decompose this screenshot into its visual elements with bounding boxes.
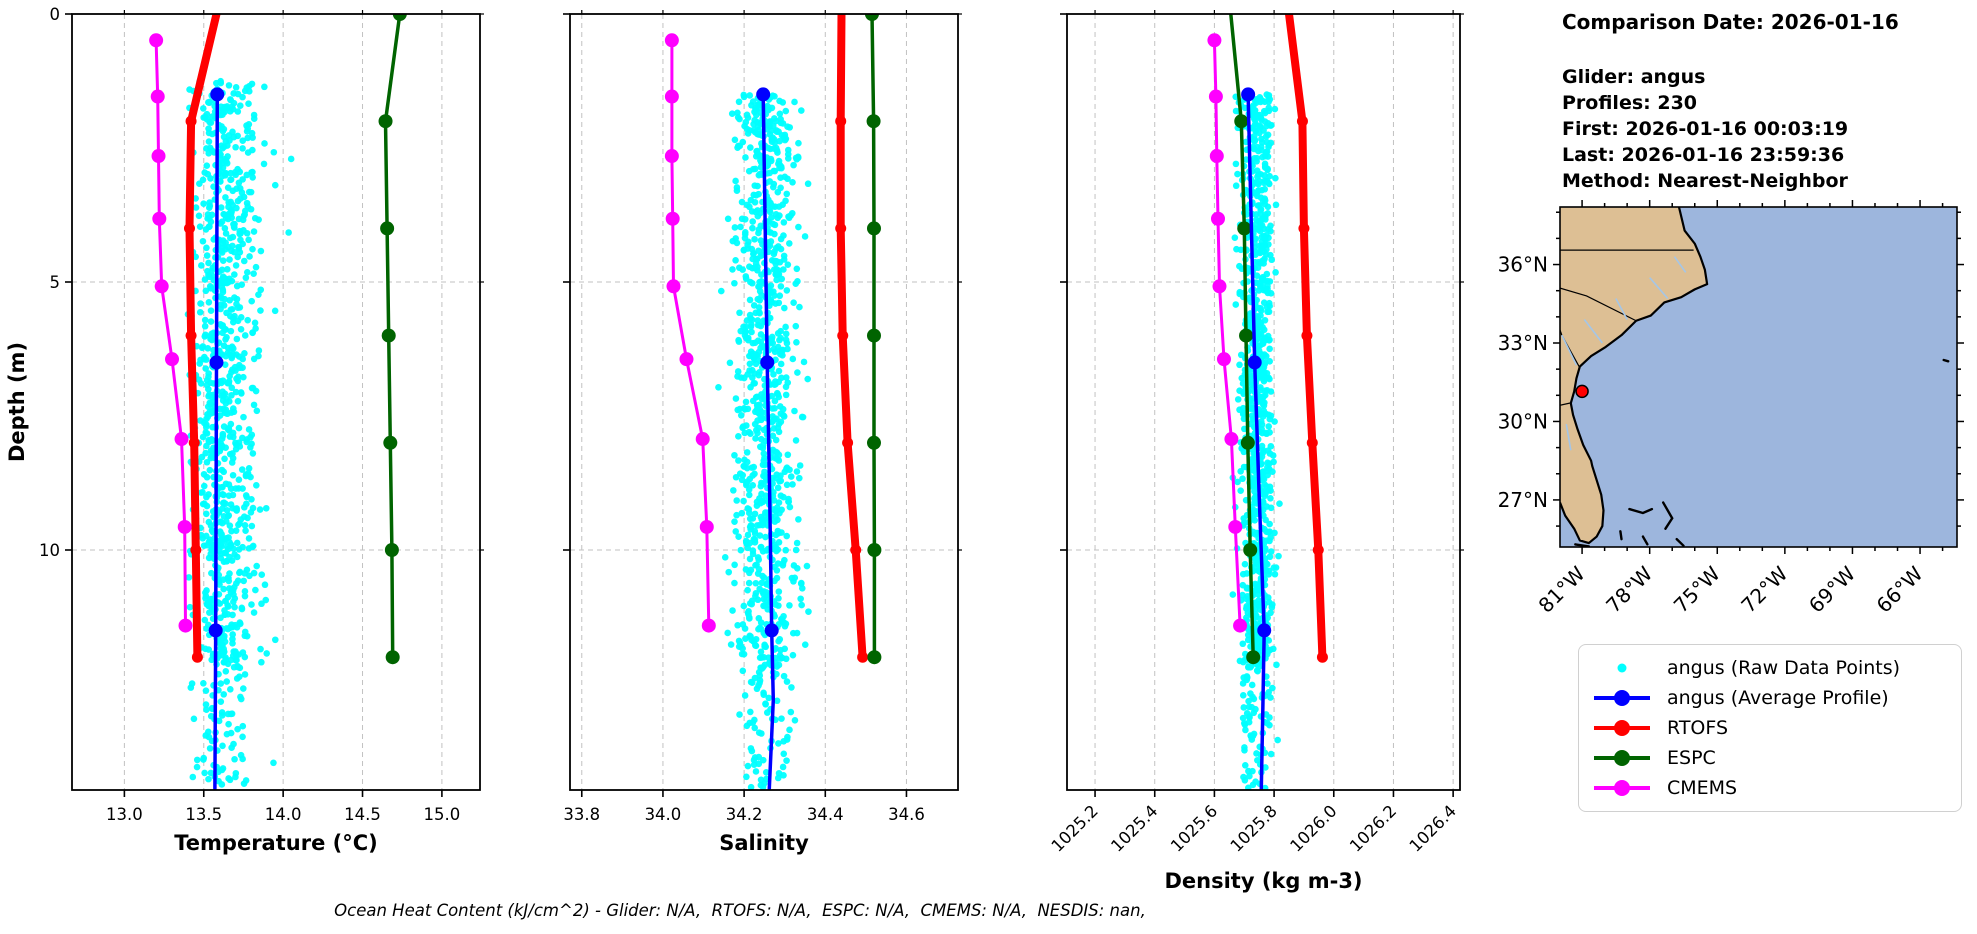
svg-text:1026.2: 1026.2 xyxy=(1346,801,1400,855)
svg-text:13.0: 13.0 xyxy=(106,805,143,824)
series-rtofs xyxy=(835,14,869,663)
svg-text:72°W: 72°W xyxy=(1736,561,1792,617)
legend-item-average: angus (Average Profile) xyxy=(1591,683,1951,713)
svg-text:1025.4: 1025.4 xyxy=(1107,801,1161,855)
svg-text:5: 5 xyxy=(50,273,61,292)
svg-text:75°W: 75°W xyxy=(1669,561,1725,617)
info-line-last: Last: 2026-01-16 23:59:36 xyxy=(1562,144,1845,166)
cmems-marker-icon xyxy=(1591,775,1653,801)
espc-marker-icon xyxy=(1591,745,1653,771)
svg-text:34.4: 34.4 xyxy=(807,805,844,824)
series-cmems xyxy=(1207,33,1248,633)
series-espc xyxy=(1229,14,1261,665)
raw-data-marker-icon xyxy=(1591,655,1653,681)
svg-text:33.8: 33.8 xyxy=(563,805,600,824)
info-line-first: First: 2026-01-16 00:03:19 xyxy=(1562,118,1849,140)
raw-data-cloud xyxy=(184,77,295,788)
svg-text:78°W: 78°W xyxy=(1601,561,1657,617)
svg-text:Salinity: Salinity xyxy=(719,831,809,855)
svg-text:10: 10 xyxy=(39,541,60,560)
legend-label: angus (Raw Data Points) xyxy=(1667,657,1901,679)
series-cmems xyxy=(149,33,193,633)
average-profile-marker-icon xyxy=(1591,685,1653,711)
svg-text:14.0: 14.0 xyxy=(265,805,302,824)
svg-text:1025.6: 1025.6 xyxy=(1167,801,1221,855)
glider-location-marker xyxy=(1575,384,1589,399)
legend-item-espc: ESPC xyxy=(1591,743,1951,773)
svg-text:30°N: 30°N xyxy=(1498,409,1548,433)
info-line-method: Method: Nearest-Neighbor xyxy=(1562,170,1848,192)
series-rtofs xyxy=(183,14,221,663)
svg-text:34.6: 34.6 xyxy=(888,805,925,824)
series-espc xyxy=(864,14,882,665)
info-line-profiles: Profiles: 230 xyxy=(1562,92,1698,114)
svg-text:0: 0 xyxy=(50,5,61,24)
svg-text:Density (kg m-3): Density (kg m-3) xyxy=(1164,869,1362,893)
series-rtofs xyxy=(1285,14,1328,663)
svg-text:1025.8: 1025.8 xyxy=(1227,801,1281,855)
svg-text:1025.2: 1025.2 xyxy=(1048,801,1102,855)
info-block: Comparison Date: 2026-01-16 Glider: angu… xyxy=(1562,10,1899,194)
series-espc xyxy=(378,14,407,665)
comparison-date-title: Comparison Date: 2026-01-16 xyxy=(1562,10,1899,34)
series-angus-average-profile- xyxy=(756,87,779,790)
legend: angus (Raw Data Points) angus (Average P… xyxy=(1578,644,1962,812)
legend-label: RTOFS xyxy=(1667,717,1729,739)
legend-item-raw: angus (Raw Data Points) xyxy=(1591,653,1951,683)
density-panel: 1025.2 1025.4 1025.6 1025.8 1026.0 1026.2 1026… xyxy=(1048,10,1464,893)
series-angus-average-profile- xyxy=(1241,87,1272,790)
svg-text:1026.4: 1026.4 xyxy=(1406,801,1460,855)
svg-text:27°N: 27°N xyxy=(1498,488,1548,512)
svg-text:1026.0: 1026.0 xyxy=(1286,801,1340,855)
svg-text:66°W: 66°W xyxy=(1872,561,1928,617)
map-canvas: 81°W 78°W 75°W 72°W 69°W 66°W 27°N 30°N 33°N 36°N xyxy=(1498,200,1964,618)
svg-text:Temperature (°C): Temperature (°C) xyxy=(174,831,377,855)
temperature-panel: 13.0 13.5 14.0 14.5 15.0 0 5 10 Temperature (°C) xyxy=(39,5,484,855)
svg-text:81°W: 81°W xyxy=(1534,561,1590,617)
profile-charts: 13.0 13.5 14.0 14.5 15.0 0 5 10 Temperature (°C)… xyxy=(5,5,1464,893)
svg-text:34.0: 34.0 xyxy=(645,805,682,824)
svg-text:15.0: 15.0 xyxy=(424,805,461,824)
svg-text:13.5: 13.5 xyxy=(185,805,222,824)
info-line-glider: Glider: angus xyxy=(1562,66,1706,88)
svg-text:33°N: 33°N xyxy=(1498,331,1548,355)
svg-text:34.2: 34.2 xyxy=(726,805,763,824)
svg-text:36°N: 36°N xyxy=(1498,253,1548,277)
legend-label: CMEMS xyxy=(1667,777,1738,799)
legend-label: ESPC xyxy=(1667,747,1716,769)
location-map: 81°W 78°W 75°W 72°W 69°W 66°W 27°N 30°N 33°N 36°N xyxy=(1498,200,1964,618)
ohc-caption: Ocean Heat Content (kJ/cm^2) - Glider: N… xyxy=(334,901,1146,920)
rtofs-marker-icon xyxy=(1591,715,1653,741)
series-cmems xyxy=(664,33,716,633)
legend-item-cmems: CMEMS xyxy=(1591,773,1951,803)
svg-text:Depth (m): Depth (m) xyxy=(5,342,29,462)
legend-item-rtofs: RTOFS xyxy=(1591,713,1951,743)
svg-text:14.5: 14.5 xyxy=(344,805,381,824)
legend-label: angus (Average Profile) xyxy=(1667,687,1889,709)
series-angus-average-profile- xyxy=(208,87,225,790)
svg-text:69°W: 69°W xyxy=(1804,561,1860,617)
salinity-panel: 33.8 34.0 34.2 34.4 34.6 Salinity xyxy=(563,10,962,855)
